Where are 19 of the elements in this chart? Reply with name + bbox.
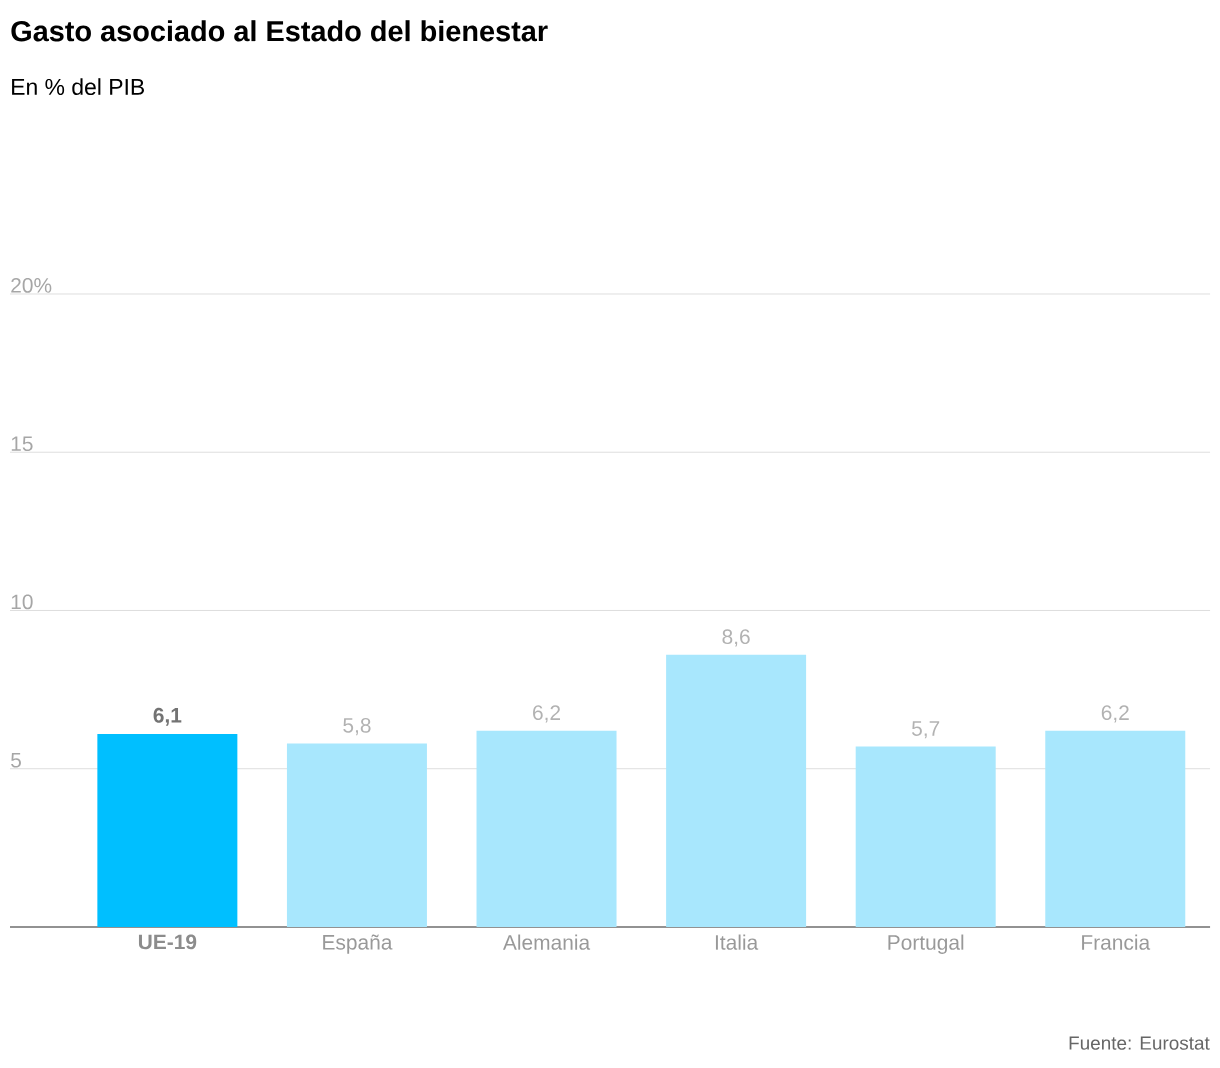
chart-subtitle: En % del PIB [12, 78, 144, 96]
x-tick-label: Portugal [888, 934, 964, 955]
x-tick-label: España [323, 934, 393, 954]
data-label: 6,2 [1101, 705, 1129, 723]
y-tick-label: 20% [11, 277, 52, 293]
data-label: 5,8 [343, 717, 371, 736]
x-tick-label: Francia [1082, 934, 1151, 950]
source-note: Fuente: Eurostat [1069, 1036, 1210, 1050]
y-tick-label: 10 [11, 594, 33, 610]
x-tick-label: Alemania [502, 934, 591, 950]
data-label: 6,1 [153, 707, 182, 726]
x-tick-label: Italia [715, 934, 759, 950]
data-label: 5,7 [912, 721, 940, 739]
chart-title: Gasto asociado al Estado del bienestar [11, 20, 548, 42]
y-tick-label: 5 [11, 752, 21, 768]
data-label: 8,6 [722, 629, 750, 647]
y-tick-label: 15 [11, 436, 33, 452]
data-label: 6,2 [533, 705, 561, 723]
x-tick-label: UE-19 [138, 934, 197, 950]
